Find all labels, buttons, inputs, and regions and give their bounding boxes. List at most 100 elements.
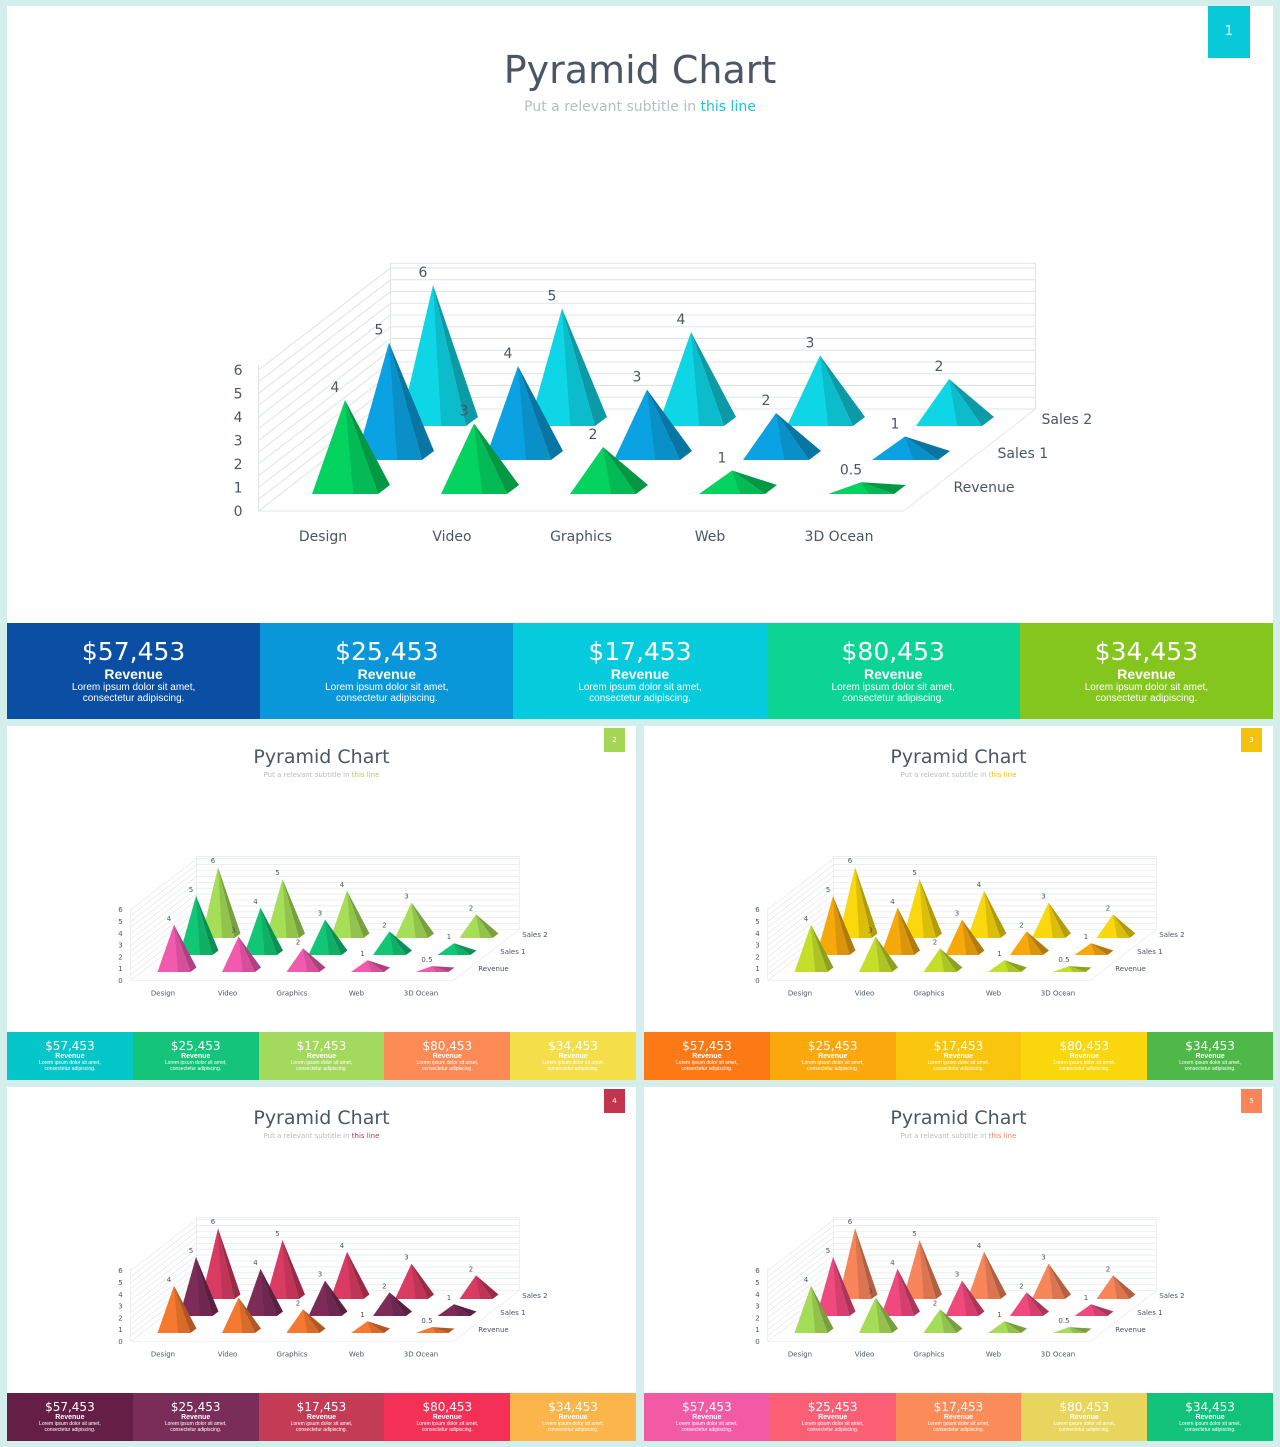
pyramid-shade [196, 1257, 213, 1316]
pyramid-shade [432, 966, 449, 972]
pyramid-mark [312, 400, 390, 494]
subtitle-text: Put a relevant subtitle in [524, 99, 701, 115]
data-label: 4 [167, 1276, 172, 1284]
data-label: 1 [891, 417, 900, 433]
card-value: $57,453 [45, 1039, 95, 1053]
pyramid-mark [881, 1268, 920, 1316]
slide-3[interactable]: Pyramid Chart Put a relevant subtitle in… [644, 726, 1273, 1080]
pyramid-side-face [260, 1268, 283, 1316]
subtitle-link[interactable]: this line [351, 771, 380, 779]
y-tick-label: 6 [118, 1267, 123, 1275]
pyramid-shade [454, 1304, 471, 1316]
card-description: consectetur adipiscing. [933, 1066, 984, 1072]
data-label: 2 [382, 1282, 386, 1290]
pyramid-shade [238, 936, 255, 972]
card-description: Lorem ipsum dolor sit amet, [542, 1060, 604, 1066]
pyramid-shade [1004, 1321, 1021, 1333]
y-tick-label: 5 [755, 918, 759, 926]
pyramid-mark [157, 1285, 197, 1333]
card-label: Revenue [1069, 1414, 1099, 1421]
page-subtitle: Put a relevant subtitle in this line [7, 99, 1273, 115]
pyramid-chart: 0 1 2 3 4 5 6 Design Video Graphics Web 3D Ocean Rev… [118, 856, 548, 998]
pyramid-mark [330, 1251, 370, 1299]
data-label: 4 [253, 1259, 258, 1267]
pyramid-mark [881, 907, 920, 955]
subtitle-link[interactable]: this line [700, 99, 756, 115]
pyramid-side-face [811, 924, 834, 972]
data-label: 4 [167, 915, 172, 923]
page-title: Pyramid Chart [890, 746, 1027, 768]
pyramid-mark [838, 1228, 878, 1299]
pyramid-shade [984, 890, 1001, 938]
y-tick-label: 1 [118, 1326, 122, 1334]
slide-4[interactable]: Pyramid Chart Put a relevant subtitle in… [7, 1087, 636, 1441]
pyramid-side-face [238, 1297, 261, 1333]
card-description: Lorem ipsum dolor sit amet, [578, 682, 702, 693]
pyramid-side-face [411, 1263, 434, 1299]
card-description: consectetur adipiscing. [421, 1427, 473, 1433]
pyramid-side-face [905, 436, 950, 460]
subtitle-link[interactable]: this line [351, 1132, 380, 1140]
pyramid-side-face [347, 890, 370, 938]
data-label: 4 [504, 346, 513, 362]
card-description: Lorem ipsum dolor sit amet, [542, 1421, 604, 1427]
card-value: $25,453 [335, 637, 439, 666]
pyramid-side-face [218, 867, 241, 938]
pyramid-mark [614, 389, 692, 460]
pyramid-mark [286, 1309, 326, 1333]
floor-edge [767, 1290, 1157, 1342]
card-value: $17,453 [588, 637, 692, 666]
y-tick-label: 2 [118, 953, 122, 961]
card-description: consectetur adipiscing. [1184, 1427, 1236, 1433]
revenue-card: $57,453 Revenue Lorem ipsum dolor sit amet… [7, 1393, 133, 1441]
subtitle-link[interactable]: this line [988, 1132, 1017, 1140]
data-label: 3 [955, 1271, 959, 1279]
data-label: 3 [1041, 1254, 1045, 1262]
pyramid-side-face [474, 423, 519, 494]
card-description: Lorem ipsum dolor sit amet, [1053, 1060, 1116, 1066]
pyramid-side-face [833, 896, 856, 955]
card-description: Lorem ipsum dolor sit amet, [676, 1421, 738, 1427]
y-tick-label: 4 [755, 930, 760, 938]
slide-1[interactable]: Pyramid Chart Put a relevant subtitle in… [7, 6, 1273, 719]
data-label: 3 [404, 893, 408, 901]
revenue-card: $25,453 Revenue Lorem ipsum dolor sit amet… [769, 1393, 896, 1441]
pyramid-mark [415, 966, 455, 972]
category-label: 3D Ocean [1041, 990, 1075, 998]
category-label: Video [855, 990, 875, 998]
pyramid-shade [1091, 1304, 1108, 1316]
pyramid-side-face [476, 1275, 499, 1299]
data-label: 4 [977, 1242, 982, 1250]
pyramid-shade [875, 936, 892, 972]
revenue-card: $57,453 Revenue Lorem ipsum dolor sit amet… [644, 1032, 770, 1080]
subtitle-link[interactable]: this line [988, 771, 1017, 779]
revenue-card: $34,453 Revenue Lorem ipsum dolor sit amet… [1019, 623, 1273, 719]
pyramid-shade [345, 400, 378, 494]
slide-2[interactable]: Pyramid Chart Put a relevant subtitle in… [7, 726, 636, 1080]
pyramid-mark [179, 896, 219, 955]
series-label: Revenue [1115, 1326, 1146, 1334]
slide-5[interactable]: Pyramid Chart Put a relevant subtitle in… [644, 1087, 1273, 1441]
pyramid-mark [743, 413, 821, 460]
pyramid-shade [174, 924, 191, 972]
card-description: consectetur adipiscing. [807, 1427, 859, 1433]
pyramid-mark [1096, 914, 1136, 938]
pyramid-shade [603, 447, 636, 494]
pyramid-side-face [855, 1228, 878, 1299]
revenue-card: $80,453 Revenue Lorem ipsum dolor sit amet… [384, 1032, 511, 1080]
page-title: Pyramid Chart [503, 48, 777, 92]
pyramid-mark [1052, 966, 1092, 972]
page-title: Pyramid Chart [890, 1107, 1027, 1129]
pyramid-side-face [238, 936, 261, 972]
pyramid-side-face [1026, 1292, 1049, 1316]
pyramid-mark [395, 902, 434, 938]
pyramid-chart: 0 1 2 3 4 5 6 Design Video Graphics Web 3D Ocean Rev… [118, 1217, 548, 1359]
card-description: consectetur adipiscing. [296, 1427, 347, 1433]
revenue-card: $80,453 Revenue Lorem ipsum dolor sit amet… [1021, 1032, 1148, 1080]
card-label: Revenue [818, 1053, 848, 1060]
pyramid-side-face [347, 1251, 370, 1299]
series-label: Sales 1 [500, 948, 525, 956]
pyramid-side-face [282, 1240, 305, 1299]
pyramid-mark [1032, 1263, 1071, 1299]
series-label: Sales 2 [1042, 412, 1093, 428]
